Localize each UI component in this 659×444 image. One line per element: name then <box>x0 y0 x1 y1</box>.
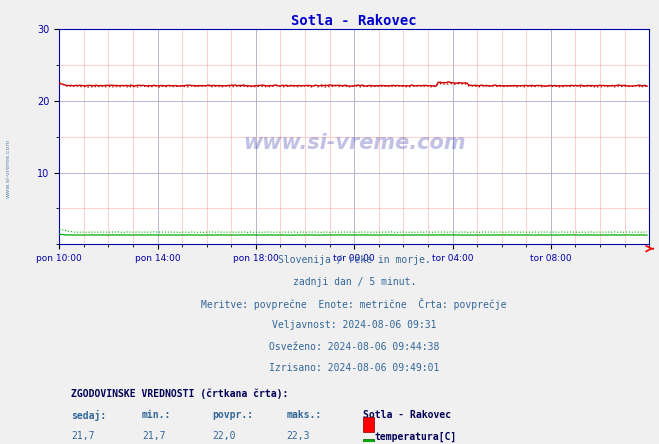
Text: 21,7: 21,7 <box>142 432 165 441</box>
Text: min.:: min.: <box>142 410 171 420</box>
Bar <box>363 439 374 444</box>
Text: Meritve: povprečne  Enote: metrične  Črta: povprečje: Meritve: povprečne Enote: metrične Črta:… <box>202 298 507 310</box>
Text: sedaj:: sedaj: <box>71 410 106 421</box>
Text: Izrisano: 2024-08-06 09:49:01: Izrisano: 2024-08-06 09:49:01 <box>269 363 440 373</box>
Text: povpr.:: povpr.: <box>213 410 254 420</box>
Text: Sotla - Rakovec: Sotla - Rakovec <box>363 410 451 420</box>
Text: Slovenija / reke in morje.: Slovenija / reke in morje. <box>278 255 430 266</box>
Text: Veljavnost: 2024-08-06 09:31: Veljavnost: 2024-08-06 09:31 <box>272 320 436 330</box>
Text: 22,0: 22,0 <box>213 432 236 441</box>
Text: zadnji dan / 5 minut.: zadnji dan / 5 minut. <box>293 277 416 287</box>
Text: www.si-vreme.com: www.si-vreme.com <box>243 133 465 153</box>
Text: 21,7: 21,7 <box>71 432 95 441</box>
Text: ZGODOVINSKE VREDNOSTI (črtkana črta):: ZGODOVINSKE VREDNOSTI (črtkana črta): <box>71 388 289 399</box>
Text: Osveženo: 2024-08-06 09:44:38: Osveženo: 2024-08-06 09:44:38 <box>269 341 440 352</box>
Bar <box>363 417 374 432</box>
Title: Sotla - Rakovec: Sotla - Rakovec <box>291 14 417 28</box>
Text: maks.:: maks.: <box>287 410 322 420</box>
Text: temperatura[C]: temperatura[C] <box>375 432 457 442</box>
Text: 22,3: 22,3 <box>287 432 310 441</box>
Text: www.si-vreme.com: www.si-vreme.com <box>5 139 11 198</box>
